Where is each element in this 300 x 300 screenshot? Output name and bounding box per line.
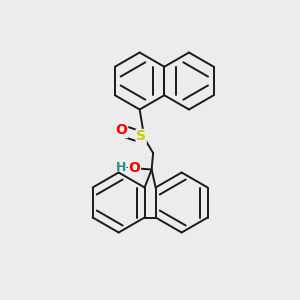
Text: -: - <box>125 161 130 175</box>
Text: O: O <box>116 124 127 137</box>
Text: S: S <box>136 130 146 143</box>
Text: O: O <box>129 161 140 175</box>
Text: H: H <box>116 161 126 175</box>
